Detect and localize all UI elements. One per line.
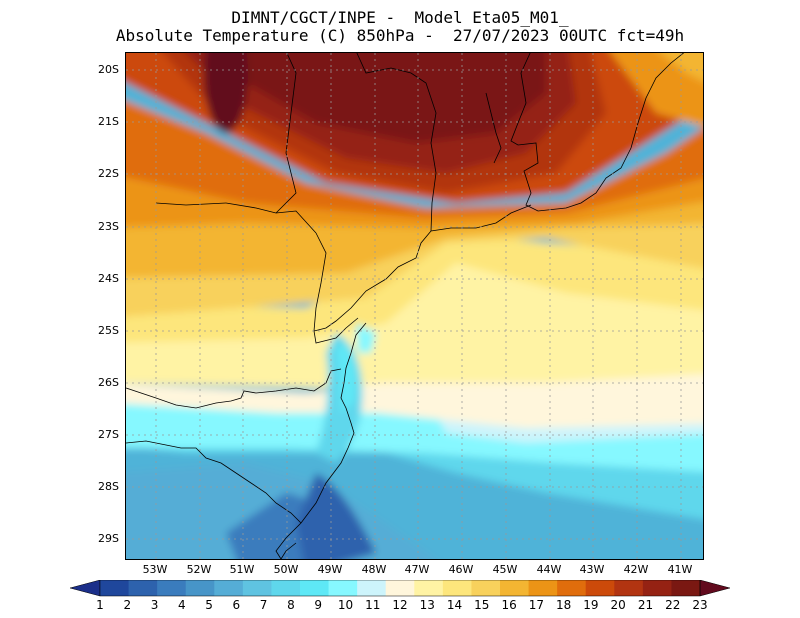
- lon-label: 50W: [273, 563, 299, 576]
- colorbar-label: 13: [419, 598, 435, 612]
- lat-label: 24S: [98, 272, 119, 285]
- colorbar-label: 5: [205, 598, 213, 612]
- colorbar: [70, 580, 730, 597]
- colorbar-swatch: [585, 580, 615, 596]
- temperature-field: [126, 53, 703, 559]
- colorbar-swatch: [557, 580, 587, 596]
- lon-label: 52W: [186, 563, 212, 576]
- lat-label: 23S: [98, 220, 119, 233]
- lon-label: 42W: [623, 563, 649, 576]
- lon-label: 46W: [448, 563, 474, 576]
- colorbar-label: 8: [287, 598, 295, 612]
- colorbar-label: 21: [637, 598, 654, 612]
- map-plot-area[interactable]: [125, 52, 704, 560]
- colorbar-label: 12: [392, 598, 408, 612]
- colorbar-label: 11: [365, 598, 381, 612]
- colorbar-swatch: [100, 580, 130, 596]
- colorbar-label: 22: [665, 598, 681, 612]
- colorbar-label: 4: [177, 598, 186, 612]
- colorbar-swatch: [442, 580, 472, 596]
- colorbar-label: 23: [692, 598, 708, 612]
- colorbar-swatch: [414, 580, 444, 596]
- lon-label: 45W: [492, 563, 518, 576]
- lon-label: 51W: [229, 563, 255, 576]
- colorbar-swatch: [300, 580, 330, 596]
- lat-label: 27S: [98, 428, 119, 441]
- colorbar-swatch: [271, 580, 301, 596]
- graticule: [126, 53, 703, 559]
- colorbar-swatch: [328, 580, 358, 596]
- colorbar-arrow-low: [70, 580, 101, 597]
- colorbar-label: 15: [474, 598, 490, 612]
- lon-label: 53W: [142, 563, 168, 576]
- lat-label: 22S: [98, 167, 119, 180]
- lat-label: 25S: [98, 324, 119, 337]
- colorbar-swatch: [671, 580, 701, 596]
- colorbar-label: 9: [314, 598, 322, 612]
- colorbar-arrow-high: [699, 580, 730, 597]
- lon-label: 49W: [317, 563, 343, 576]
- colorbar-swatch: [157, 580, 187, 596]
- colorbar-label: 2: [123, 598, 132, 612]
- colorbar-label: 3: [150, 598, 159, 612]
- lat-label: 20S: [98, 63, 119, 76]
- colorbar-swatch: [471, 580, 501, 596]
- colorbar-label: 6: [232, 598, 241, 612]
- lon-label: 43W: [579, 563, 605, 576]
- colorbar-swatch: [357, 580, 387, 596]
- lon-label: 48W: [361, 563, 387, 576]
- lon-label: 41W: [667, 563, 693, 576]
- colorbar-swatch: [642, 580, 672, 596]
- colorbar-label: 16: [501, 598, 517, 612]
- lat-label: 21S: [98, 115, 119, 128]
- colorbar-swatch: [528, 580, 558, 596]
- colorbar-swatch: [214, 580, 244, 596]
- colorbar-swatch: [614, 580, 644, 596]
- colorbar-border: [99, 580, 701, 597]
- colorbar-label: 7: [259, 598, 268, 612]
- colorbar-label: 1: [96, 598, 104, 612]
- chart-title-line2: Absolute Temperature (C) 850hPa - 27/07/…: [115, 26, 685, 45]
- colorbar-swatch: [185, 580, 215, 596]
- colorbar-swatch: [385, 580, 415, 596]
- lat-label: 29S: [98, 532, 119, 545]
- colorbar-label: 18: [555, 598, 572, 612]
- lon-label: 44W: [536, 563, 562, 576]
- chart-title-line1: DIMNT/CGCT/INPE - Model Eta05_M01_: [231, 8, 569, 27]
- lon-label: 47W: [404, 563, 430, 576]
- lat-label: 28S: [98, 480, 119, 493]
- colorbar-swatch: [128, 580, 158, 596]
- colorbar-label: 19: [583, 598, 599, 612]
- colorbar-swatch: [500, 580, 530, 596]
- colorbar-swatch: [242, 580, 272, 596]
- colorbar-label: 17: [528, 598, 544, 612]
- lat-label: 26S: [98, 376, 119, 389]
- colorbar-label: 10: [337, 598, 354, 612]
- colorbar-label: 14: [446, 598, 463, 612]
- colorbar-label: 20: [610, 598, 626, 612]
